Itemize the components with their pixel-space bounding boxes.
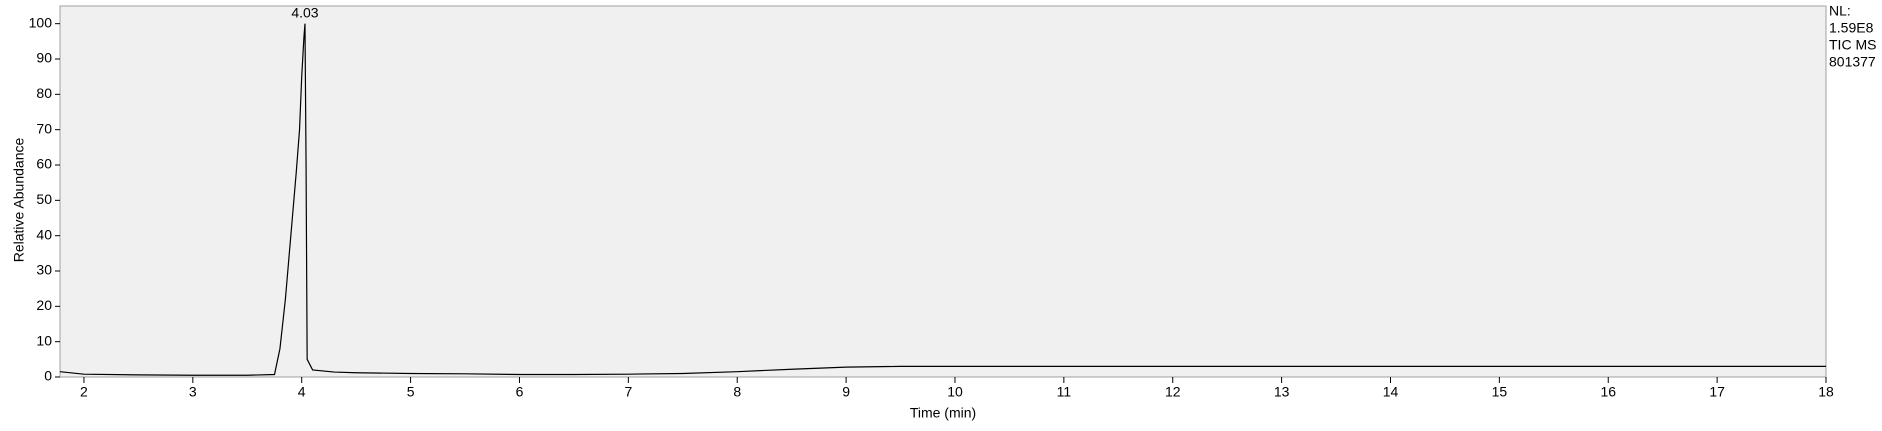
y-tick-label: 70 (36, 120, 52, 136)
x-tick-label: 6 (516, 384, 524, 400)
trace (59, 23, 1826, 376)
x-tick-label: 18 (1818, 384, 1834, 400)
x-tick-label: 9 (842, 384, 850, 400)
y-tick-label: 50 (36, 191, 52, 207)
x-tick-label: 4 (298, 384, 306, 400)
side-text: TIC MS (1829, 37, 1876, 53)
y-axis-label: Relative Abundance (11, 138, 27, 263)
x-tick-label: 15 (1492, 384, 1508, 400)
y-tick-label: 40 (36, 226, 52, 242)
y-tick-label: 100 (29, 14, 53, 30)
x-tick-label: 16 (1600, 384, 1616, 400)
x-tick-label: 13 (1274, 384, 1290, 400)
x-tick-label: 3 (189, 384, 197, 400)
x-tick-label: 2 (80, 384, 88, 400)
peak-label: 4.03 (291, 4, 318, 20)
plot-area (59, 5, 1827, 378)
x-tick-label: 11 (1057, 384, 1072, 400)
y-tick-label: 20 (36, 297, 52, 313)
y-tick-label: 0 (44, 368, 52, 384)
x-axis-label: Time (min) (910, 405, 976, 421)
x-tick-label: 8 (733, 384, 741, 400)
y-tick-label: 60 (36, 156, 52, 172)
x-tick-label: 5 (407, 384, 415, 400)
x-tick-label: 7 (624, 384, 632, 400)
x-tick-label: 12 (1165, 384, 1181, 400)
x-tick-label: 14 (1383, 384, 1399, 400)
y-tick-label: 80 (36, 85, 52, 101)
y-tick-label: 10 (36, 332, 52, 348)
y-tick-label: 90 (36, 50, 52, 66)
x-tick-label: 10 (947, 384, 963, 400)
side-text: NL: (1829, 3, 1851, 19)
x-tick-label: 17 (1709, 384, 1725, 400)
side-text: 801377 (1829, 54, 1876, 70)
y-tick-label: 30 (36, 262, 52, 278)
side-text: 1.59E8 (1829, 20, 1874, 36)
